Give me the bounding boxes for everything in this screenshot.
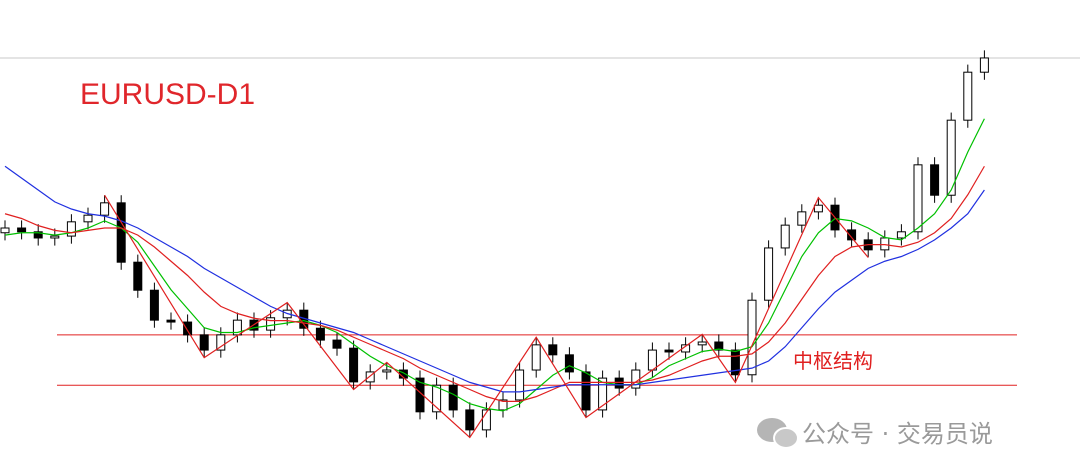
annotation: 中枢结构 [793, 349, 873, 373]
candle-body [847, 229, 857, 241]
candle-body [232, 319, 242, 336]
candle-body [216, 334, 226, 351]
candle-body [664, 349, 674, 353]
candle-body [631, 369, 641, 389]
candle-body [448, 384, 458, 411]
candle-body [813, 204, 823, 213]
candle-body [515, 369, 525, 401]
candle-body [581, 371, 591, 411]
candle-body [531, 344, 541, 371]
watermark: 公众号 · 交易员说 [802, 420, 993, 448]
candle-body [133, 261, 143, 291]
candle-body [116, 202, 126, 263]
candle-body [365, 371, 375, 383]
candle-body [963, 71, 973, 121]
candle-body [896, 231, 906, 239]
candle-body [50, 235, 60, 239]
watermark-icon [757, 418, 799, 449]
candle-body [930, 164, 940, 196]
candle-body [598, 377, 608, 411]
candle-body [100, 202, 110, 216]
candle-body [564, 354, 574, 373]
candle-body [714, 341, 724, 351]
candle-body [764, 247, 774, 301]
candle-body [880, 237, 890, 251]
candle-body [266, 317, 276, 331]
candle-body [465, 409, 475, 431]
candle-body [0, 227, 10, 234]
candle-body [415, 377, 425, 413]
candle-body [913, 164, 923, 233]
candle-body [747, 299, 757, 376]
candle-body [66, 221, 76, 237]
candle-body [647, 349, 657, 371]
candle-body [315, 327, 325, 341]
chart-title: EURUSD-D1 [80, 78, 255, 111]
candle-body [614, 377, 624, 389]
candle-body [946, 119, 956, 196]
candle-body [17, 227, 27, 233]
candle-body [548, 344, 558, 356]
candle-body [498, 399, 508, 411]
candle-body [979, 57, 989, 73]
candle-body [481, 409, 491, 431]
moving-average [4, 118, 985, 412]
candle-body [166, 319, 176, 323]
candle-body [83, 214, 93, 223]
candle-body [432, 384, 442, 413]
candle-body [33, 231, 43, 239]
candle-body [797, 211, 807, 226]
candle-body [183, 321, 193, 336]
candle-body [349, 347, 359, 383]
candle-body [730, 349, 740, 376]
candle-body [697, 341, 707, 346]
candle-body [780, 224, 790, 249]
moving-average [4, 165, 985, 393]
candle-body [149, 289, 159, 321]
candle-body [199, 334, 209, 351]
candle-body [332, 339, 342, 349]
candle-body [382, 369, 392, 373]
zigzag-line [104, 194, 869, 439]
